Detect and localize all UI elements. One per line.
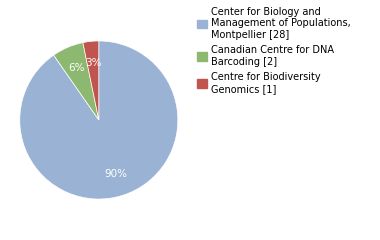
Text: 90%: 90% bbox=[105, 169, 127, 179]
Text: 3%: 3% bbox=[85, 58, 101, 68]
Wedge shape bbox=[20, 41, 178, 199]
Wedge shape bbox=[83, 41, 99, 120]
Wedge shape bbox=[54, 42, 99, 120]
Legend: Center for Biology and
Management of Populations,
Montpellier [28], Canadian Cen: Center for Biology and Management of Pop… bbox=[195, 5, 353, 96]
Text: 6%: 6% bbox=[68, 63, 85, 73]
